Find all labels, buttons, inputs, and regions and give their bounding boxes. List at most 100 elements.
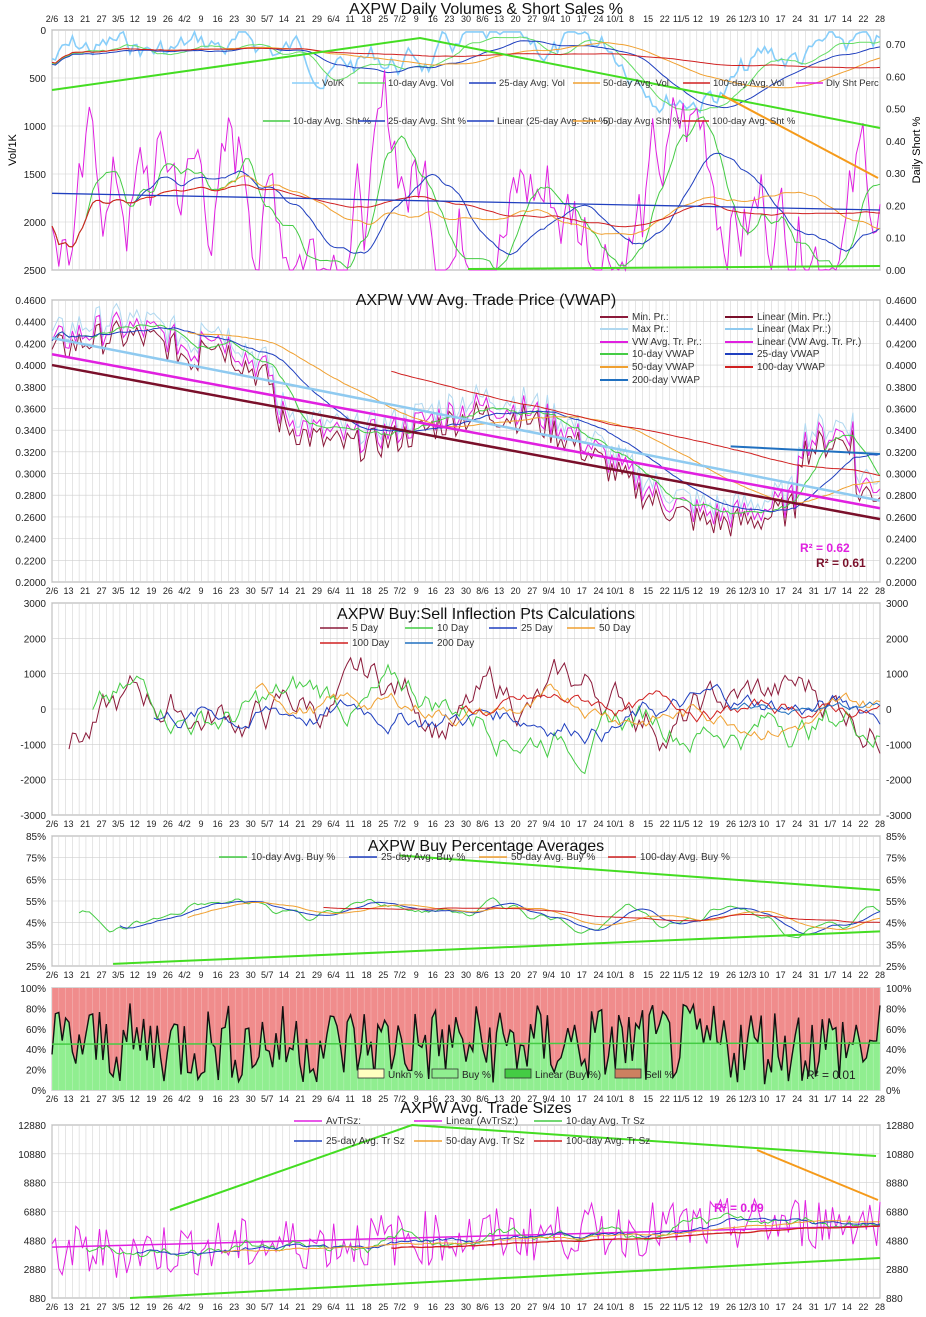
y-tick-label-right: 8880 xyxy=(886,1179,909,1190)
x-tick-label: 30 xyxy=(461,14,471,24)
legend-label: 10 Day xyxy=(437,623,469,634)
x-tick-label: 9 xyxy=(414,14,419,24)
x-tick-label: 5/7 xyxy=(261,819,274,829)
legend-label: 50-day Avg. Tr Sz xyxy=(446,1136,525,1147)
legend-label: 200-day VWAP xyxy=(632,375,700,386)
trsz-10day-line xyxy=(85,1212,881,1258)
y-tick-label-right: 60% xyxy=(886,1025,906,1036)
x-tick-label: 8 xyxy=(629,586,634,596)
x-tick-label: 21 xyxy=(295,1094,305,1104)
x-tick-label: 27 xyxy=(527,970,537,980)
x-tick-label: 9/4 xyxy=(543,819,556,829)
trsz-channel-lower xyxy=(129,1257,881,1299)
x-tick-label: 24 xyxy=(792,819,802,829)
x-tick-label: 17 xyxy=(577,1302,587,1312)
x-tick-label: 19 xyxy=(709,586,719,596)
y-tick-label: 0.3200 xyxy=(15,448,46,459)
y-tick-label-right: 25% xyxy=(886,962,906,973)
x-tick-label: 28 xyxy=(875,1302,885,1312)
x-tick-label: 13 xyxy=(494,1094,504,1104)
x-tick-label: 27 xyxy=(97,586,107,596)
x-tick-label: 10 xyxy=(560,819,570,829)
x-tick-label: 9 xyxy=(414,819,419,829)
buy-channel-lower xyxy=(113,930,881,965)
x-tick-label: 23 xyxy=(229,1094,239,1104)
y-tick-label-right: 75% xyxy=(886,854,906,865)
y-tick-label-right: 0.70 xyxy=(886,40,906,51)
x-tick-label: 25 xyxy=(378,819,388,829)
x-tick-label: 16 xyxy=(213,819,223,829)
y-tick-label-right: -1000 xyxy=(886,740,912,751)
x-tick-label: 17 xyxy=(776,819,786,829)
trsz-orange-line xyxy=(756,1149,879,1201)
legend-label: 25-day Avg. Vol xyxy=(499,78,565,89)
y-tick-label-right: 3000 xyxy=(886,599,909,610)
y-tick-label-right: 0.3000 xyxy=(886,470,917,481)
x-tick-label: 8/6 xyxy=(476,14,489,24)
legend-label: 50-day Avg. Vol xyxy=(603,78,669,89)
x-tick-label: 3/5 xyxy=(112,1302,125,1312)
x-tick-label: 25 xyxy=(378,970,388,980)
y-tick-label: 100% xyxy=(20,984,46,995)
x-tick-label: 9/4 xyxy=(543,14,556,24)
x-tick-label: 13 xyxy=(64,1094,74,1104)
x-tick-label: 11 xyxy=(345,586,354,596)
x-tick-label: 18 xyxy=(362,14,372,24)
x-tick-label: 24 xyxy=(792,1094,802,1104)
x-tick-label: 9/4 xyxy=(543,970,556,980)
y-tick-label: 0 xyxy=(40,26,46,37)
x-tick-label: 24 xyxy=(792,14,802,24)
x-tick-label: 12 xyxy=(130,819,140,829)
x-tick-label: 21 xyxy=(80,1302,90,1312)
x-tick-label: 12 xyxy=(130,1302,140,1312)
x-tick-label: 15 xyxy=(643,14,653,24)
legend-label: 10-day VWAP xyxy=(632,349,695,360)
legend-label: 10-day Avg. Tr Sz xyxy=(566,1116,645,1127)
x-tick-label: 27 xyxy=(97,1094,107,1104)
linear-min-line xyxy=(51,363,881,521)
short-100day-line xyxy=(51,184,880,248)
x-tick-label: 16 xyxy=(213,1302,223,1312)
x-tick-label: 9/4 xyxy=(543,1094,556,1104)
y-tick-label: 4880 xyxy=(24,1236,47,1247)
x-tick-label: 10 xyxy=(759,970,769,980)
y-tick-label-right: 0.20 xyxy=(886,201,906,212)
inflection-line xyxy=(730,701,881,716)
legend-label: Min. Pr.: xyxy=(632,312,669,323)
x-tick-label: 18 xyxy=(362,819,372,829)
x-tick-label: 20 xyxy=(511,1094,521,1104)
x-tick-label: 14 xyxy=(842,970,852,980)
x-tick-label: 23 xyxy=(444,1302,454,1312)
y-tick-label-right: 0.3400 xyxy=(886,426,917,437)
y-tick-label: 0.2400 xyxy=(15,535,46,546)
x-tick-label: 18 xyxy=(362,586,372,596)
vwap-line xyxy=(51,311,881,528)
legend-label: 5 Day xyxy=(352,623,378,634)
x-tick-label: 22 xyxy=(660,970,670,980)
y-tick-label-right: 0.4000 xyxy=(886,361,917,372)
x-tick-label: 6/4 xyxy=(327,819,340,829)
legend-label: Linear (VW Avg. Tr. Pr.) xyxy=(757,337,861,348)
x-tick-label: 12 xyxy=(130,970,140,980)
vol-100day-line xyxy=(51,47,881,69)
x-tick-label: 26 xyxy=(163,1094,173,1104)
x-tick-label: 23 xyxy=(444,14,454,24)
x-tick-label: 11/5 xyxy=(673,14,690,24)
x-tick-label: 6/4 xyxy=(327,1094,340,1104)
x-tick-label: 24 xyxy=(593,1302,603,1312)
x-tick-label: 30 xyxy=(461,1094,471,1104)
x-tick-label: 6/4 xyxy=(327,970,340,980)
x-tick-label: 29 xyxy=(312,1094,322,1104)
x-tick-label: 5/7 xyxy=(261,1094,274,1104)
y-tick-label-right: 1000 xyxy=(886,670,909,681)
x-tick-label: 26 xyxy=(726,970,736,980)
x-tick-label: 21 xyxy=(295,970,305,980)
y-tick-label-right: 0.4600 xyxy=(886,296,917,307)
x-tick-label: 24 xyxy=(792,586,802,596)
x-tick-label: 13 xyxy=(64,1302,74,1312)
y-tick-label-right: 80% xyxy=(886,1004,906,1015)
x-tick-label: 27 xyxy=(527,586,537,596)
y-tick-label-right: -3000 xyxy=(886,811,912,822)
y-tick-label: 1000 xyxy=(24,670,47,681)
